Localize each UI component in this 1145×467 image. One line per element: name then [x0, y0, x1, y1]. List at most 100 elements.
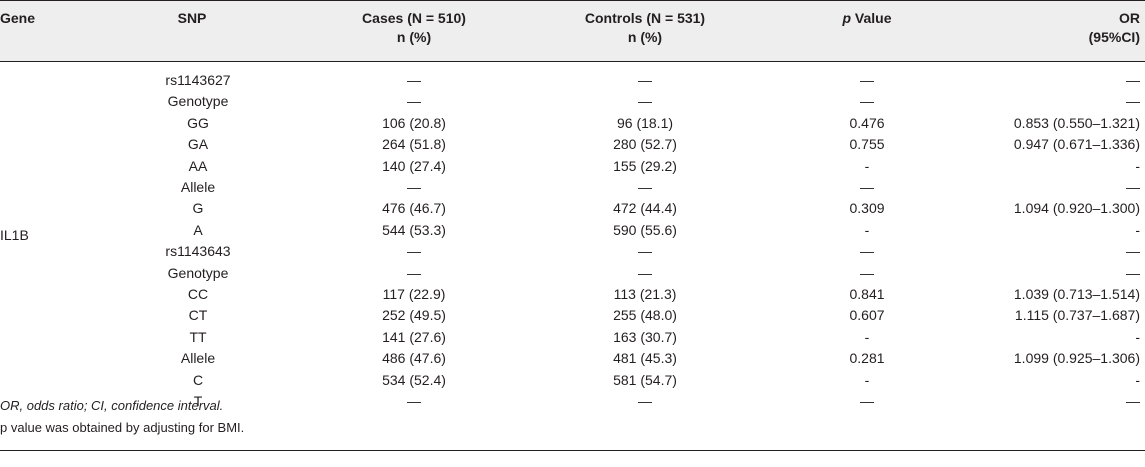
cell-p-value: 0.476: [849, 114, 885, 131]
cell-cases: 544 (53.3): [382, 221, 446, 238]
cell-p-value: 0.607: [849, 307, 885, 324]
cell-snp: rs1143643: [165, 243, 231, 260]
cell-cases: 140 (27.4): [382, 157, 446, 174]
cell-snp: CC: [187, 286, 209, 302]
cell-controls: 113 (21.3): [613, 286, 677, 302]
cell-cases: —: [407, 179, 421, 195]
cell-cases: 486 (47.6): [382, 350, 446, 367]
cell-p-value: —: [860, 264, 874, 281]
table-row: TT 141 (27.6) 163 (30.7) - -: [0, 327, 1145, 349]
cell-controls: 472 (44.4): [613, 200, 677, 217]
table-row: rs1143627 — — — —: [0, 70, 1145, 92]
cell-snp: T: [193, 393, 203, 409]
cell-cases: —: [407, 393, 421, 409]
table-row: GA 264 (51.8) 280 (52.7) 0.755 0.947 (0.671–…: [0, 134, 1145, 156]
cell-controls: 255 (48.0): [613, 307, 677, 324]
cell-cases: 117 (22.9): [382, 286, 446, 302]
cell-p-value: 0.281: [849, 350, 885, 367]
cell-or: -: [1135, 328, 1140, 345]
cell-cases: —: [407, 243, 421, 260]
cell-p-value: 0.309: [849, 200, 885, 217]
table-row: Allele — — — —: [0, 177, 1145, 199]
cell-snp: G: [192, 200, 204, 217]
cell-or: 1.094 (0.920–1.300): [1013, 200, 1140, 217]
table-row: AA 140 (27.4) 155 (29.2) - -: [0, 156, 1145, 178]
cell-p-value: -: [864, 221, 870, 238]
cell-or: -: [1135, 157, 1140, 174]
cell-p-value: -: [864, 371, 870, 388]
cell-or: 0.947 (0.671–1.336): [1013, 136, 1140, 153]
cell-snp: C: [192, 371, 204, 388]
cell-controls: 163 (30.7): [613, 328, 677, 345]
cell-controls: —: [638, 93, 652, 110]
cell-or: 1.099 (0.925–1.306): [1013, 350, 1140, 367]
cell-controls: 155 (29.2): [613, 157, 677, 174]
cell-cases: —: [407, 264, 421, 281]
cell-p-value: —: [860, 393, 874, 409]
footnote-abbreviations: OR, odds ratio; CI, confidence interval.: [0, 398, 224, 413]
cell-p-value: —: [860, 72, 874, 88]
table-row: Allele 486 (47.6) 481 (45.3) 0.281 1.099 (0.…: [0, 348, 1145, 370]
cell-controls: —: [638, 264, 652, 281]
table-row: rs1143643 — — — —: [0, 241, 1145, 263]
cell-snp: GA: [187, 136, 209, 153]
cell-snp: rs1143627: [165, 72, 231, 88]
cell-cases: 476 (46.7): [382, 200, 446, 217]
cell-cases: 141 (27.6): [382, 328, 446, 345]
cell-p-value: —: [860, 93, 874, 110]
header-gene: Gene: [0, 10, 36, 26]
header-controls: Controls (N = 531) n (%): [584, 10, 706, 45]
cell-controls: 581 (54.7): [613, 371, 677, 388]
table-row: A 544 (53.3) 590 (55.6) - -: [0, 220, 1145, 242]
cell-or: 1.115 (0.737–1.687): [1014, 307, 1140, 324]
cell-p-value: -: [864, 157, 870, 174]
cell-p-value: 0.841: [849, 286, 885, 302]
cell-controls: —: [638, 393, 652, 409]
table-row: Genotype — — — —: [0, 91, 1145, 113]
table-row: CC 117 (22.9) 113 (21.3) 0.841 1.039 (0.713–…: [0, 284, 1145, 306]
cell-snp: Genotype: [167, 264, 229, 281]
table-row: G 476 (46.7) 472 (44.4) 0.309 1.094 (0.920–1…: [0, 198, 1145, 220]
cell-snp: A: [193, 221, 203, 238]
cell-or: —: [1126, 72, 1140, 88]
cell-controls: 481 (45.3): [613, 350, 677, 367]
cell-cases: 106 (20.8): [382, 114, 446, 131]
gene-label: IL1B: [0, 227, 29, 243]
cell-snp: Allele: [180, 350, 216, 367]
cell-controls: —: [638, 72, 652, 88]
header-p-value: p Value: [842, 10, 892, 26]
cell-or: —: [1126, 264, 1140, 281]
footnote-bmi: p value was obtained by adjusting for BM…: [0, 420, 245, 435]
cell-snp: GG: [187, 114, 209, 131]
cell-snp: AA: [188, 157, 208, 174]
cell-controls: 96 (18.1): [616, 114, 674, 131]
cell-snp: Genotype: [167, 93, 229, 110]
cell-snp: CT: [188, 307, 208, 324]
cell-or: -: [1135, 221, 1140, 238]
cell-or: —: [1126, 243, 1140, 260]
header-or: OR (95%CI): [1088, 10, 1140, 45]
cell-cases: —: [407, 72, 421, 88]
table-bottom-rule: [0, 450, 1145, 451]
cell-controls: 280 (52.7): [613, 136, 677, 153]
cell-cases: —: [407, 93, 421, 110]
cell-controls: 590 (55.6): [613, 221, 677, 238]
table-row: CT 252 (49.5) 255 (48.0) 0.607 1.115 (0.737–…: [0, 305, 1145, 327]
cell-snp: TT: [189, 328, 207, 345]
cell-p-value: -: [864, 328, 870, 345]
cell-or: —: [1126, 93, 1140, 110]
table-row: C 534 (52.4) 581 (54.7) - -: [0, 370, 1145, 392]
header-cases: Cases (N = 510) n (%): [362, 10, 466, 45]
table-header: Gene SNP Cases (N = 510) n (%) Controls …: [0, 0, 1145, 62]
cell-cases: 534 (52.4): [382, 371, 446, 388]
cell-cases: 264 (51.8): [382, 136, 446, 153]
cell-p-value: —: [860, 179, 874, 195]
cell-p-value: —: [860, 243, 874, 260]
cell-or: -: [1135, 371, 1140, 388]
cell-controls: —: [638, 243, 652, 260]
cell-controls: —: [638, 179, 652, 195]
header-snp: SNP: [177, 10, 207, 26]
cell-or: —: [1126, 393, 1140, 409]
cell-or: 1.039 (0.713–1.514): [1013, 286, 1140, 302]
table-row: Genotype — — — —: [0, 263, 1145, 285]
